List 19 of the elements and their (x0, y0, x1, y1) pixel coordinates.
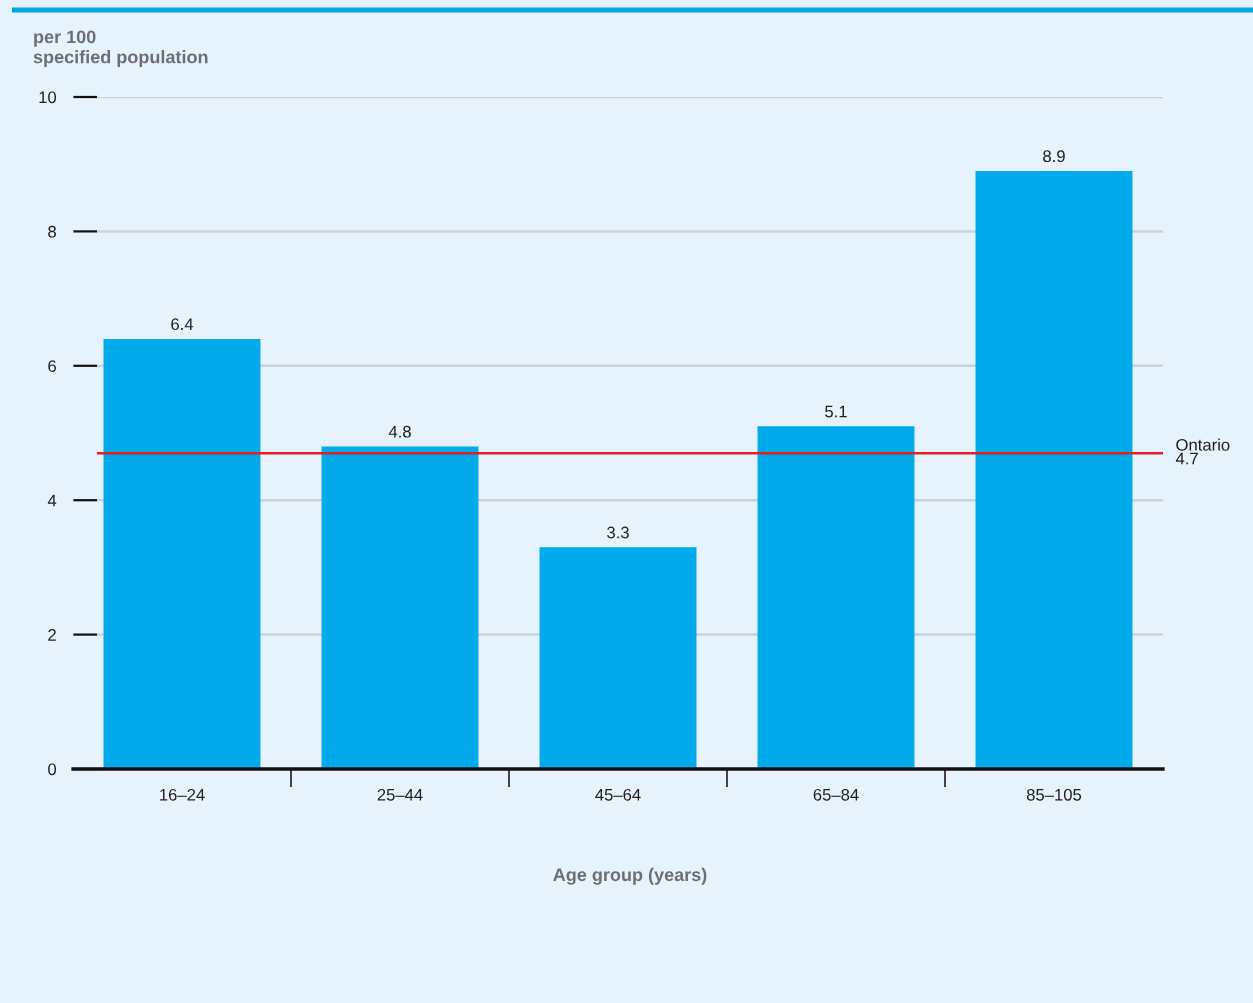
data-label: 6.4 (171, 318, 194, 331)
y-tick-label: 6 (48, 360, 56, 372)
y-tick-label: 10 (39, 91, 57, 104)
ref-line-label: Ontario 4.7 (1175, 438, 1230, 465)
data-label: 4.8 (388, 425, 411, 438)
data-label: 5.1 (825, 405, 847, 418)
x-tick-label: 65–84 (813, 788, 859, 801)
y-tick-label: 2 (48, 629, 56, 641)
x-tick-label: 85–105 (1026, 788, 1082, 801)
data-label: 8.9 (1043, 150, 1065, 163)
y-tick-label: 4 (47, 494, 57, 507)
x-tick-label: 16–24 (160, 788, 205, 801)
x-tick-label: 25–44 (377, 788, 423, 801)
y-axis-title: per 100 specified population (33, 30, 208, 67)
data-label: 3.3 (607, 526, 629, 539)
y-tick-label: 8 (48, 225, 56, 238)
x-tick-label: 45–64 (595, 788, 641, 801)
x-axis-title: Age group (years) (553, 867, 707, 885)
y-tick-label: 0 (48, 763, 57, 776)
